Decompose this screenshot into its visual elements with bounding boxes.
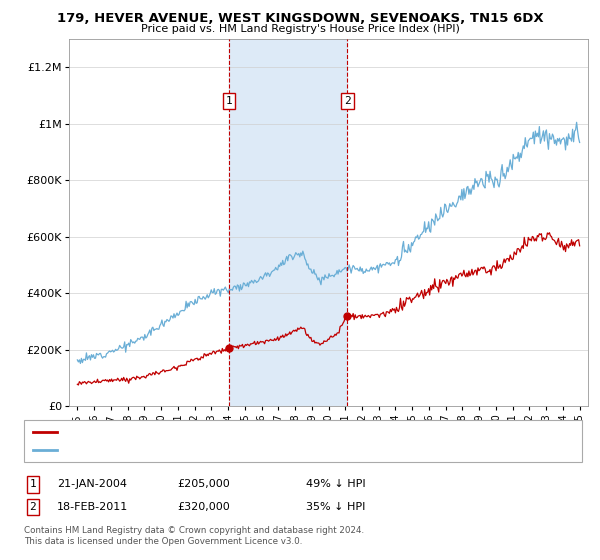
Text: 18-FEB-2011: 18-FEB-2011 xyxy=(57,502,128,512)
Text: 1: 1 xyxy=(29,479,37,489)
Text: HPI: Average price, detached house, Sevenoaks: HPI: Average price, detached house, Seve… xyxy=(63,445,301,455)
Bar xyxy=(229,39,347,406)
Text: 21-JAN-2004: 21-JAN-2004 xyxy=(57,479,127,489)
Text: £205,000: £205,000 xyxy=(177,479,230,489)
Text: £320,000: £320,000 xyxy=(177,502,230,512)
Text: 179, HEVER AVENUE, WEST KINGSDOWN, SEVENOAKS, TN15 6DX (detached house): 179, HEVER AVENUE, WEST KINGSDOWN, SEVEN… xyxy=(63,427,482,437)
Text: 1: 1 xyxy=(226,96,233,106)
Text: 2: 2 xyxy=(29,502,37,512)
Text: 35% ↓ HPI: 35% ↓ HPI xyxy=(306,502,365,512)
Text: Contains HM Land Registry data © Crown copyright and database right 2024.
This d: Contains HM Land Registry data © Crown c… xyxy=(24,526,364,546)
Text: 2: 2 xyxy=(344,96,351,106)
Text: 179, HEVER AVENUE, WEST KINGSDOWN, SEVENOAKS, TN15 6DX: 179, HEVER AVENUE, WEST KINGSDOWN, SEVEN… xyxy=(56,12,544,25)
Text: 49% ↓ HPI: 49% ↓ HPI xyxy=(306,479,365,489)
Text: Price paid vs. HM Land Registry's House Price Index (HPI): Price paid vs. HM Land Registry's House … xyxy=(140,24,460,34)
